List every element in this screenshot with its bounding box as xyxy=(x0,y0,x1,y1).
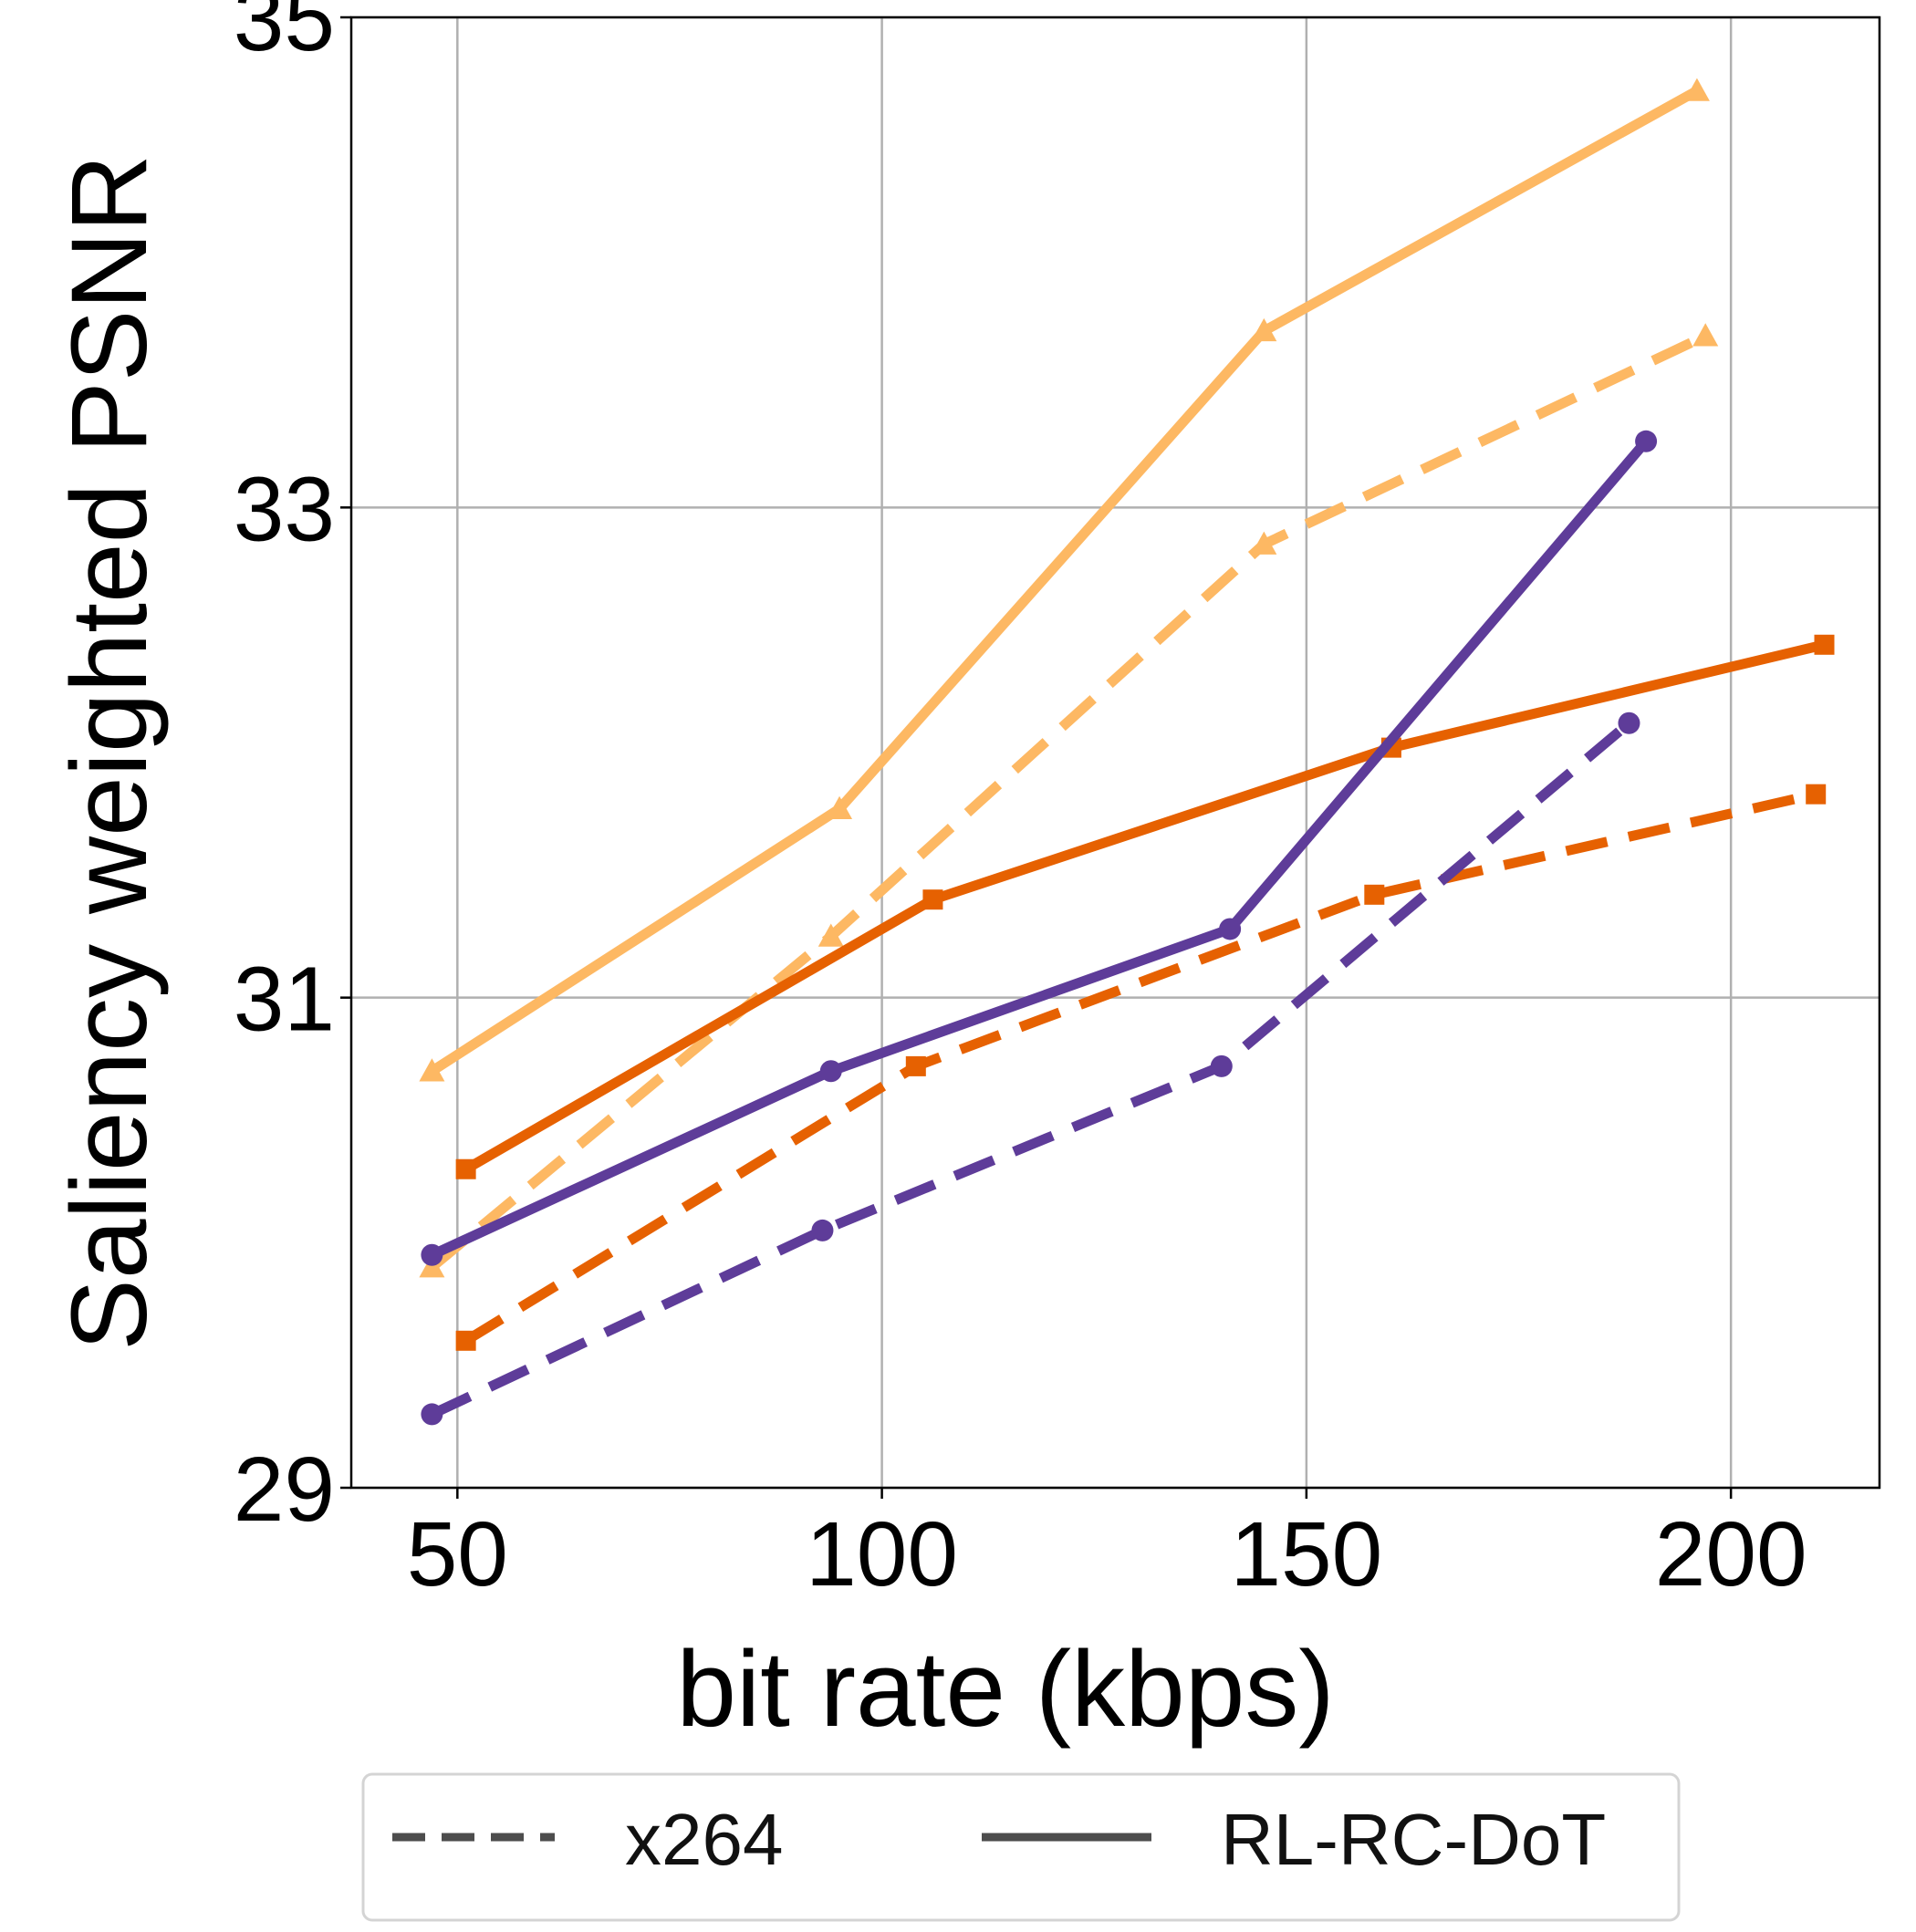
series-light-orange-x264 xyxy=(419,323,1719,1278)
data-point xyxy=(1219,918,1242,940)
data-point xyxy=(819,1060,842,1083)
x-tick-label: 50 xyxy=(407,1503,508,1605)
data-point xyxy=(1683,78,1710,101)
y-tick-label: 35 xyxy=(234,0,335,70)
legend-label-rl-rc-dot: RL-RC-DoT xyxy=(1221,1799,1606,1880)
data-point xyxy=(419,1254,445,1278)
series-orange-rl-rc-dot xyxy=(455,634,1835,1179)
series-orange-x264 xyxy=(455,784,1827,1351)
plot-series xyxy=(419,78,1835,1426)
y-tick-label: 33 xyxy=(234,458,335,560)
data-point xyxy=(1251,317,1277,342)
data-point xyxy=(455,1330,476,1351)
data-point xyxy=(419,1058,445,1082)
series-line-purple-x264 xyxy=(430,719,1633,1419)
legend-label-x264: x264 xyxy=(625,1799,783,1880)
series-line-light-orange-x264 xyxy=(428,331,1708,1272)
x-tick-label: 200 xyxy=(1655,1503,1807,1605)
data-point xyxy=(827,795,853,819)
plot-frame xyxy=(349,16,1881,1490)
data-point xyxy=(1692,323,1719,347)
data-point xyxy=(1210,1054,1233,1077)
data-point xyxy=(1635,430,1658,452)
series-line-light-orange-rl-rc-dot xyxy=(426,86,1703,1076)
axis-ticks: 50 100 150 200 29 31 33 35 xyxy=(234,0,1807,1605)
x-axis-label: bit rate (kbps) xyxy=(676,1629,1334,1750)
data-point xyxy=(905,1055,926,1076)
data-point xyxy=(1814,634,1835,655)
data-point xyxy=(817,923,844,947)
series-line-orange-x264 xyxy=(463,789,1817,1345)
data-point xyxy=(455,1158,476,1179)
y-tick-label: 31 xyxy=(234,949,335,1051)
y-tick-label: 29 xyxy=(234,1439,335,1541)
series-light-orange-rl-rc-dot xyxy=(419,78,1710,1082)
data-point xyxy=(1806,784,1827,805)
data-point xyxy=(1618,712,1640,734)
y-axis-label: Saliency weighted PSNR xyxy=(49,154,170,1351)
series-purple-rl-rc-dot xyxy=(421,430,1658,1266)
data-point xyxy=(811,1219,834,1241)
data-point xyxy=(1251,531,1277,555)
data-point xyxy=(421,1403,443,1426)
series-line-purple-rl-rc-dot xyxy=(426,436,1651,1261)
x-tick-label: 100 xyxy=(806,1503,958,1605)
data-point xyxy=(922,889,943,910)
data-point xyxy=(1364,884,1385,905)
legend: x264 RL-RC-DoT xyxy=(361,1772,1681,1922)
series-purple-x264 xyxy=(421,712,1640,1426)
legend-box xyxy=(361,1772,1681,1922)
data-point xyxy=(421,1243,443,1266)
x-tick-label: 150 xyxy=(1230,1503,1382,1605)
series-line-orange-rl-rc-dot xyxy=(461,639,1830,1175)
